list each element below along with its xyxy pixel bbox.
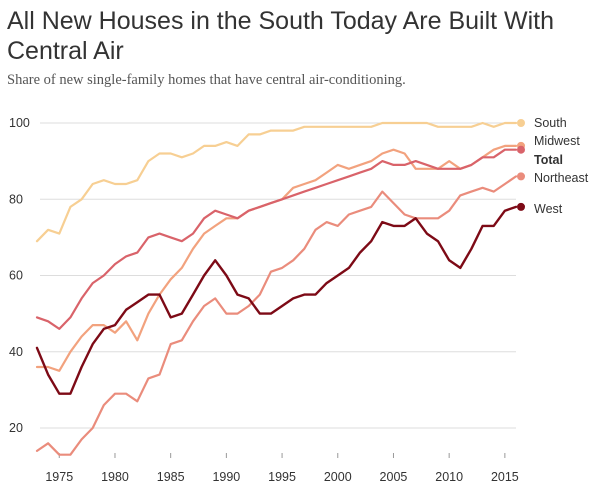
series-lines <box>35 119 525 456</box>
x-tick-label: 1995 <box>268 470 296 484</box>
y-tick-label: 40 <box>9 345 23 359</box>
x-tick-label: 2010 <box>435 470 463 484</box>
x-axis: 1975 1980 1985 1990 1995 2000 2005 2010 2015 <box>45 453 519 484</box>
legend-label-total: Total <box>534 153 563 167</box>
x-tick-label: 2015 <box>491 470 519 484</box>
x-tick-label: 1990 <box>212 470 240 484</box>
series-end-dot-south <box>517 119 525 127</box>
series-end-dot-total <box>517 145 525 154</box>
legend-label-south: South <box>534 116 567 130</box>
series-line-west <box>35 205 518 395</box>
y-axis: 20 40 60 80 100 <box>9 116 30 435</box>
y-tick-label: 80 <box>9 192 23 206</box>
series-line-northeast <box>35 175 518 456</box>
series-line-south <box>35 121 518 243</box>
x-tick-label: 2000 <box>324 470 352 484</box>
x-tick-label: 1985 <box>157 470 185 484</box>
y-tick-label: 60 <box>9 269 23 283</box>
legend-label-midwest: Midwest <box>534 134 580 148</box>
y-tick-label: 20 <box>9 421 23 435</box>
series-end-dot-west <box>517 202 525 211</box>
chart-title: All New Houses in the South Today Are Bu… <box>7 7 555 65</box>
y-tick-label: 100 <box>9 116 30 130</box>
x-tick-label: 1975 <box>45 470 73 484</box>
series-line-midwest <box>35 144 518 372</box>
legend: South Midwest Total Northeast West <box>534 116 589 216</box>
series-end-dot-northeast <box>517 172 525 181</box>
x-tick-label: 1980 <box>101 470 129 484</box>
grid <box>40 122 516 429</box>
legend-label-west: West <box>534 202 563 216</box>
x-tick-label: 2005 <box>380 470 408 484</box>
series-line-total <box>35 148 518 330</box>
chart-subtitle: Share of new single-family homes that ha… <box>7 72 406 88</box>
legend-label-northeast: Northeast <box>534 171 589 185</box>
